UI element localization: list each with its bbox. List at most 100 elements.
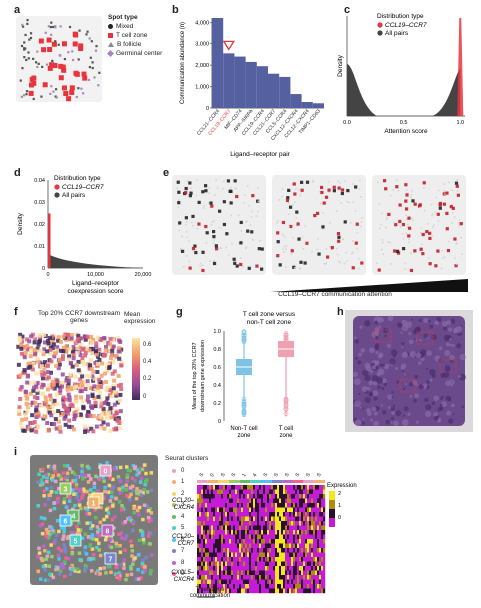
heatmap-cell [295,543,298,549]
expression-spot [112,369,117,374]
heatmap-cell [209,579,212,585]
expression-spot [77,345,82,350]
heatmap-cell [251,503,254,508]
cluster-spot [43,516,47,521]
heatmap-cell [235,503,238,508]
heatmap-cell [297,566,300,571]
heatmap-cell [223,584,226,589]
heatmap-cell [265,503,268,508]
expression-spot [66,392,71,397]
expression-spot [35,390,40,395]
heatmap-cell [323,579,326,585]
attention-spot [399,226,402,228]
heatmap-cell [281,579,284,585]
heatmap-cell [303,584,306,589]
heatmap-cell [323,557,326,562]
attention-spot [327,181,330,184]
heatmap-cell [213,516,216,522]
heatmap-cell [201,570,204,576]
heatmap-cell [211,516,214,522]
expression-spot [87,348,92,353]
tissue-texture [418,384,424,390]
attention-spot [281,188,284,190]
cluster-spot [125,473,130,477]
expression-spot [64,397,69,402]
expression-spot [118,426,123,431]
tissue-spot [26,22,29,26]
tissue-texture [423,333,429,339]
cluster-spot [88,488,93,492]
heatmap-cell [273,485,276,490]
heatmap-cell [321,516,324,522]
heatmap-cell [295,489,298,495]
heatmap-cell [279,512,282,517]
heatmap-cell [227,507,230,513]
heatmap-cell [301,516,304,522]
attention-spot [188,260,191,263]
heatmap-cell [219,507,222,513]
tissue-texture [392,404,396,407]
heatmap-cell [215,570,218,576]
cluster-label-box [69,534,82,547]
cluster-legend-item: 0 [172,465,202,477]
tissue-spot [78,46,84,52]
y-tick-label: 0 [218,419,221,425]
heatmap-cell [215,512,218,517]
heatmap-cell [209,543,212,549]
expression-spot [100,361,105,366]
heatmap-cell [227,498,230,504]
cluster-spot [50,554,54,559]
attention-spot [351,253,353,255]
heatmap-cell [319,485,322,490]
cluster-spot [129,492,133,497]
heatmap-cell [231,579,234,585]
cluster-spot [148,507,153,511]
expression-spot [24,401,29,406]
panel-i-cluster-map: 023145678 [30,455,158,585]
expression-spot [70,349,75,354]
heatmap-cell [321,534,324,540]
tissue-spot [69,85,75,91]
attention-spot [358,188,361,190]
outlier-point [283,331,289,336]
attention-spot [422,181,426,185]
cluster-spot [120,507,124,512]
expression-spot [29,428,34,433]
heatmap-cell [241,534,244,540]
heatmap-cell [201,521,204,526]
heatmap-cell [277,534,280,540]
heatmap-cell [247,530,250,535]
attention-spot [319,191,321,193]
attention-spot [394,223,398,227]
cluster-spot [123,520,128,524]
expression-spot [42,402,47,407]
attention-spot [203,205,205,207]
heatmap-cell [313,512,316,517]
heatmap-cell [239,530,242,535]
heatmap-cell [309,507,312,513]
expression-spot [42,372,47,377]
expression-spot [57,425,62,430]
expression-spot [54,392,59,397]
tissue-spot [59,54,62,57]
column-label: S [305,472,312,478]
heatmap-cell [303,588,306,594]
heatmap-cell [299,579,302,585]
heatmap-cell [275,561,278,567]
expression-spot [80,399,85,404]
heatmap-cell [319,516,322,522]
tissue-texture [362,407,365,410]
expression-spot [36,424,41,429]
heatmap-cell [307,588,310,594]
cluster-spot [104,571,108,575]
heatmap-cell [265,485,268,490]
heatmap-cell [233,485,236,490]
heatmap-cell [323,561,326,567]
tissue-texture [428,368,436,376]
cluster-spot [89,477,93,481]
heatmap-cell [273,489,276,495]
heatmap-cell [313,552,316,558]
heatmap-cell [277,557,280,562]
legend-item: Mixed [108,23,168,31]
heatmap-cell [291,530,294,535]
